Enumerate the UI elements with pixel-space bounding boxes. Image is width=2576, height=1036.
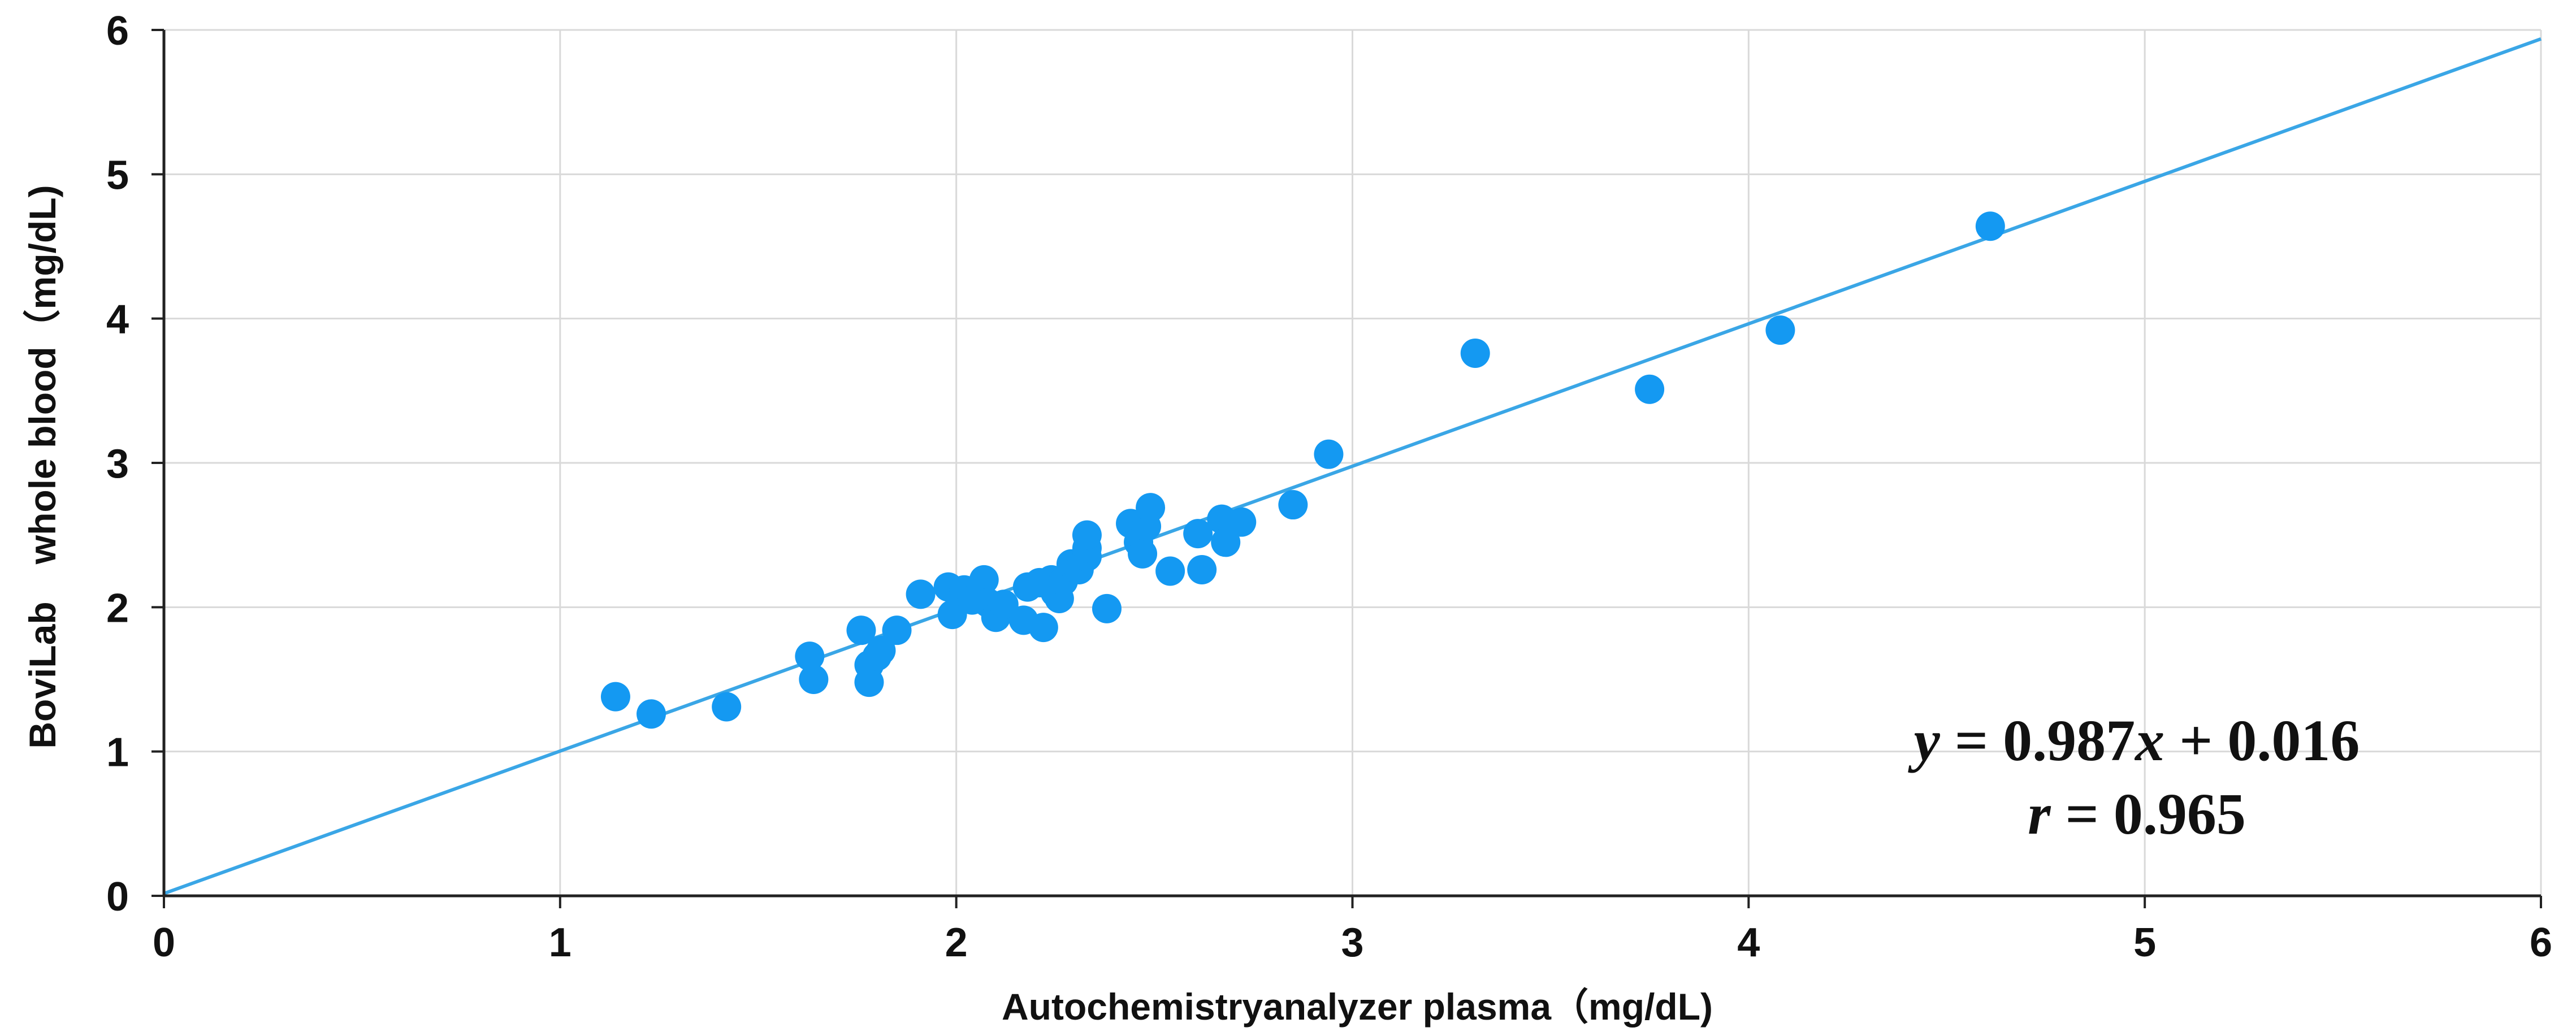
x-tick-labels: 0 1 2 3 4 5 6: [153, 920, 2552, 965]
y-tick-labels: 0 1 2 3 4 5 6: [106, 8, 129, 920]
data-point: [799, 665, 829, 694]
y-tick-label: 4: [106, 297, 129, 343]
data-point: [795, 641, 825, 671]
axes: [151, 29, 2542, 908]
x-tick-label: 3: [1341, 920, 1363, 965]
data-point: [1460, 338, 1490, 368]
data-point: [712, 692, 742, 722]
data-point: [1136, 493, 1166, 523]
x-axis-title: Autochemistryanalyzer plasma（mg/dL): [1002, 986, 1713, 1028]
data-point: [1227, 507, 1257, 537]
y-tick-label: 2: [106, 586, 129, 631]
equation-intercept: + 0.016: [2164, 708, 2359, 773]
data-point: [1278, 490, 1308, 520]
data-point: [1635, 374, 1665, 404]
y-tick-label: 3: [106, 441, 129, 487]
data-point: [1128, 539, 1158, 569]
data-point: [906, 579, 936, 609]
x-tick-label: 0: [153, 920, 175, 965]
x-tick-label: 5: [2133, 920, 2156, 965]
data-point: [969, 565, 999, 595]
data-point: [866, 635, 896, 665]
data-point: [989, 589, 1019, 619]
y-tick-label: 0: [106, 874, 129, 920]
data-point: [1155, 556, 1185, 586]
correlation-value: = 0.965: [2051, 782, 2246, 847]
data-points: [600, 211, 2005, 729]
data-point: [1183, 519, 1213, 549]
x-tick-label: 4: [1737, 920, 1760, 965]
data-point: [882, 615, 912, 645]
equation-y-variable: y: [1908, 708, 1941, 773]
equation-x-variable: x: [2134, 708, 2164, 773]
data-point: [1092, 593, 1122, 623]
trend-line-layer: [163, 37, 2542, 895]
data-point: [846, 615, 876, 645]
data-point: [1072, 520, 1102, 550]
equation-slope: = 0.987: [1940, 708, 2135, 773]
y-axis-title: BoviLab whole blood（mg/dL): [21, 185, 63, 748]
data-point: [1211, 527, 1241, 557]
x-tick-label: 6: [2530, 920, 2552, 965]
data-point: [1314, 439, 1344, 469]
regression-line: [163, 37, 2542, 895]
data-point: [1187, 554, 1217, 584]
x-tick-label: 2: [945, 920, 968, 965]
data-point: [1975, 211, 2005, 241]
correlation-r-variable: r: [2028, 782, 2051, 847]
data-point: [600, 682, 630, 712]
y-tick-label: 5: [106, 153, 129, 198]
data-point: [1765, 315, 1795, 345]
y-tick-label: 6: [106, 8, 129, 54]
data-point: [1028, 613, 1058, 643]
y-tick-label: 1: [106, 730, 129, 775]
data-point: [637, 699, 666, 729]
regression-equation: y = 0.987x + 0.016: [1908, 708, 2360, 773]
x-tick-label: 1: [549, 920, 572, 965]
correlation-coefficient: r = 0.965: [2028, 782, 2246, 847]
